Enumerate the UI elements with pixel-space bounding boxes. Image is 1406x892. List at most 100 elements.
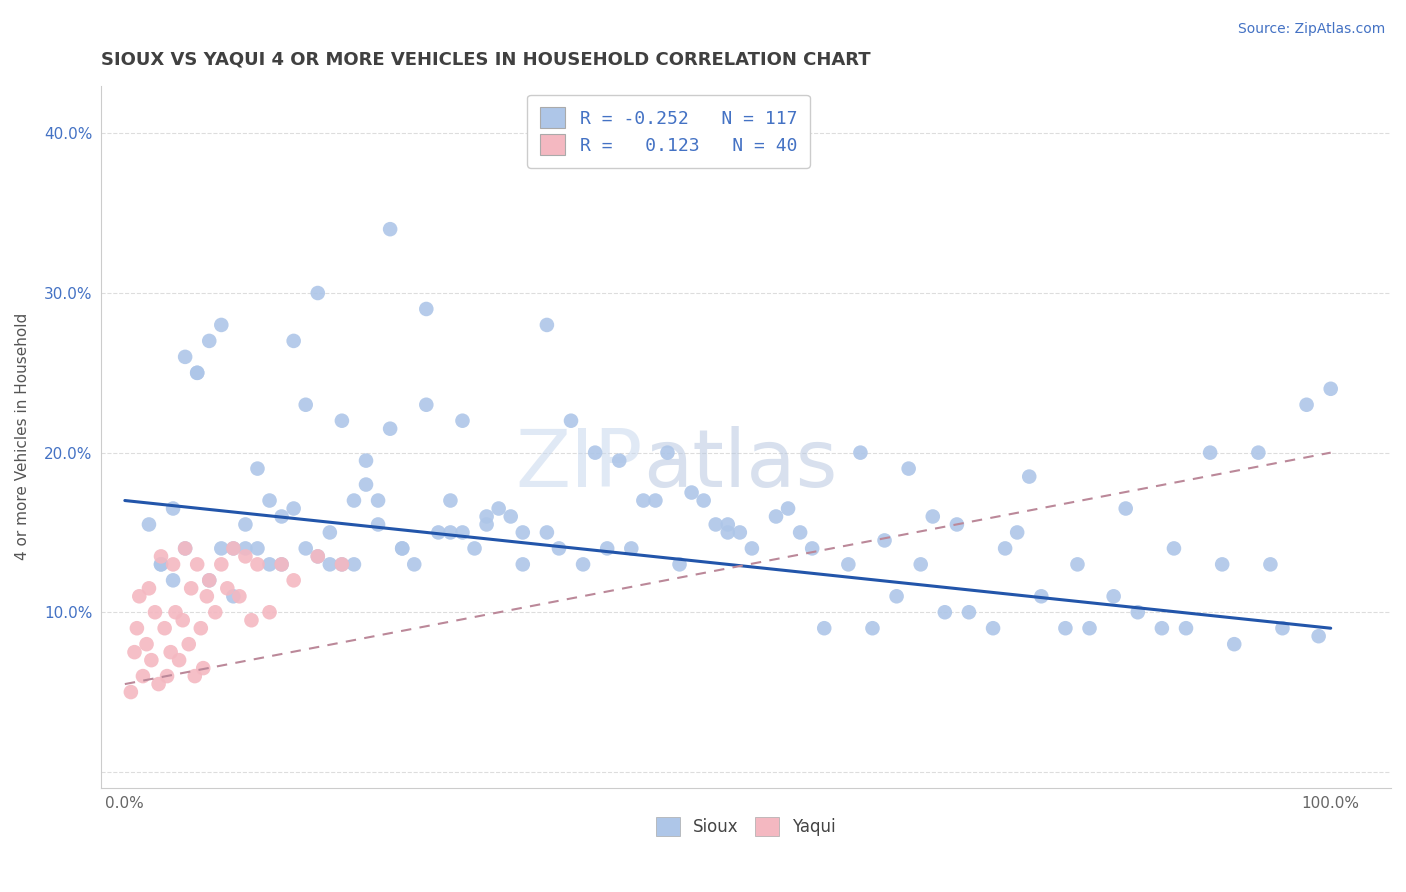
Point (1175, 621, 1198, 635)
Point (499, 509, 522, 524)
Point (789, 525, 811, 540)
Point (1150, 621, 1173, 635)
Point (222, 541, 245, 556)
Point (934, 605, 956, 619)
Point (193, 661, 215, 675)
Point (222, 589, 245, 603)
Point (246, 541, 269, 556)
Point (270, 558, 292, 572)
Point (717, 517, 740, 532)
Point (994, 541, 1017, 556)
Point (235, 517, 257, 532)
Point (165, 605, 187, 619)
Point (813, 621, 835, 635)
Point (778, 501, 800, 516)
Point (132, 669, 155, 683)
Point (572, 558, 595, 572)
Point (1260, 558, 1282, 572)
Point (204, 605, 226, 619)
Point (717, 525, 740, 540)
Point (190, 621, 212, 635)
Point (153, 621, 176, 635)
Point (343, 558, 366, 572)
Point (217, 582, 239, 596)
Point (1271, 621, 1294, 635)
Point (475, 517, 498, 532)
Point (741, 541, 763, 556)
Point (862, 621, 884, 635)
Point (378, 422, 401, 436)
Point (174, 541, 197, 556)
Point (728, 525, 751, 540)
Point (150, 558, 173, 572)
Point (162, 501, 184, 516)
Point (259, 605, 281, 619)
Point (209, 558, 232, 572)
Point (354, 453, 377, 467)
Point (849, 445, 872, 459)
Point (1295, 398, 1317, 412)
Point (1054, 621, 1077, 635)
Point (143, 605, 166, 619)
Point (897, 461, 920, 475)
Point (668, 558, 690, 572)
Point (294, 398, 316, 412)
Point (259, 558, 281, 572)
Point (801, 541, 824, 556)
Point (488, 501, 510, 516)
Point (512, 558, 534, 572)
Point (451, 525, 474, 540)
Point (198, 574, 221, 588)
Point (307, 549, 329, 564)
Point (427, 525, 450, 540)
Point (1308, 629, 1330, 643)
Point (283, 501, 305, 516)
Point (120, 685, 142, 699)
Point (186, 366, 208, 380)
Point (644, 493, 666, 508)
Point (307, 549, 329, 564)
Point (259, 493, 281, 508)
Point (128, 589, 150, 603)
Point (1078, 621, 1101, 635)
Point (391, 541, 413, 556)
Point (946, 517, 969, 532)
Point (319, 525, 342, 540)
Point (150, 549, 173, 564)
Point (415, 301, 437, 316)
Point (548, 541, 571, 556)
Point (148, 677, 170, 691)
Point (330, 558, 353, 572)
Point (681, 485, 703, 500)
Point (391, 541, 413, 556)
Text: Source: ZipAtlas.com: Source: ZipAtlas.com (1237, 22, 1385, 37)
Point (1163, 541, 1185, 556)
Point (704, 517, 727, 532)
Point (1126, 605, 1149, 619)
Point (198, 334, 221, 348)
Point (138, 517, 160, 532)
Point (167, 653, 190, 667)
Point (1319, 382, 1341, 396)
Point (307, 285, 329, 300)
Point (150, 558, 173, 572)
Point (246, 461, 269, 475)
Point (957, 605, 980, 619)
Point (141, 653, 163, 667)
Point (1199, 445, 1222, 459)
Point (404, 558, 426, 572)
Point (294, 541, 316, 556)
Point (125, 621, 148, 635)
Point (1005, 525, 1028, 540)
Point (124, 645, 146, 659)
Point (330, 414, 353, 428)
Point (1223, 637, 1246, 651)
Point (198, 574, 221, 588)
Point (283, 574, 305, 588)
Point (180, 582, 202, 596)
Point (367, 493, 389, 508)
Point (184, 669, 207, 683)
Point (607, 453, 630, 467)
Point (156, 669, 179, 683)
Point (633, 493, 655, 508)
